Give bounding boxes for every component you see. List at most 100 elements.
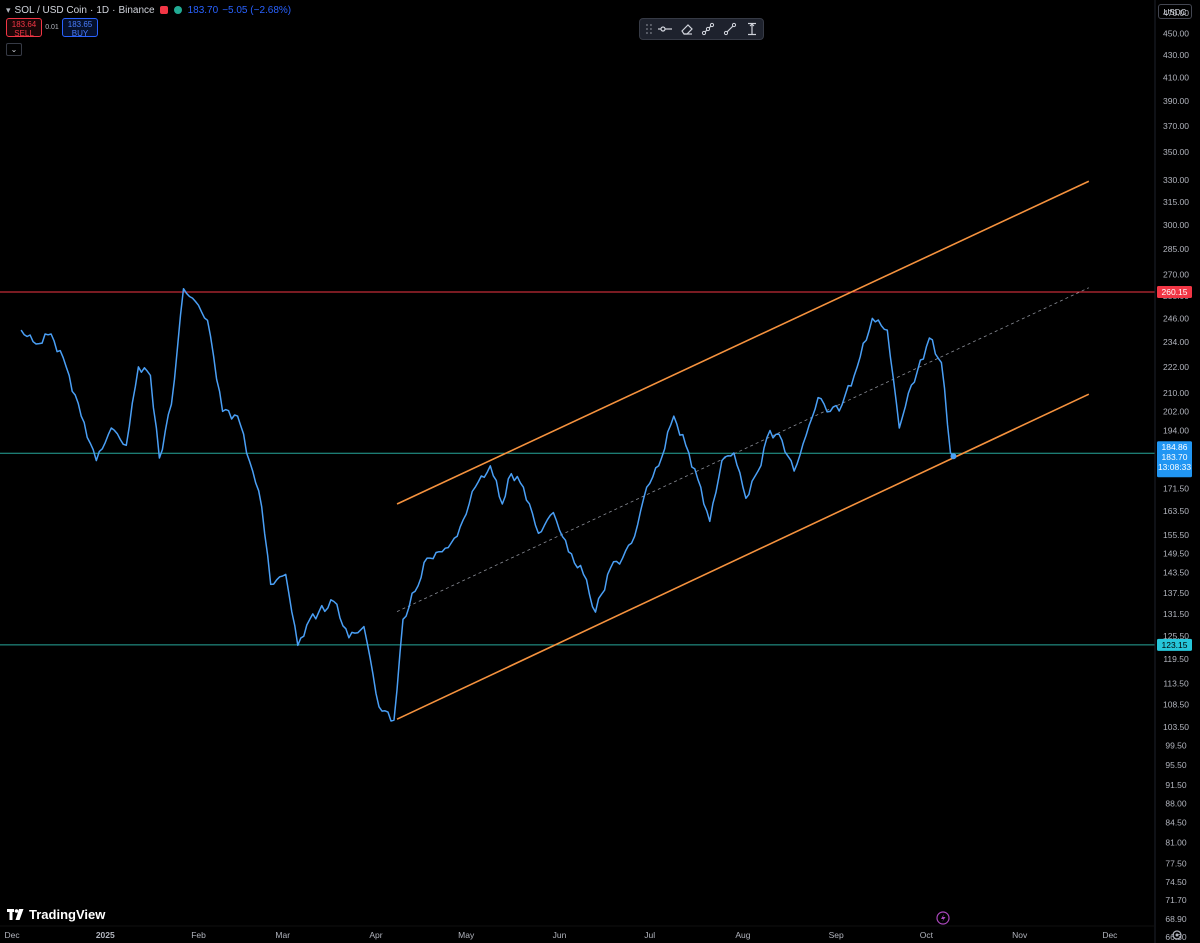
y-tick-label: 234.00 [1163, 337, 1189, 347]
price-range-tool[interactable] [741, 20, 763, 38]
settings-gear-icon[interactable] [1172, 930, 1182, 940]
y-tick-label: 137.50 [1163, 588, 1189, 598]
y-tick-label: 125.50 [1163, 631, 1189, 641]
y-tick-label: 71.70 [1165, 895, 1187, 905]
price-change: −5.05 (−2.68%) [222, 4, 292, 16]
support-price-label: 123.15 [1162, 640, 1188, 650]
y-tick-label: 74.50 [1165, 877, 1187, 887]
y-tick-label: 84.50 [1165, 818, 1187, 828]
drag-handle-icon[interactable] [644, 22, 654, 36]
y-tick-label: 270.00 [1163, 270, 1189, 280]
y-tick-label: 155.50 [1163, 530, 1189, 540]
current-price-badge[interactable] [1157, 441, 1192, 478]
symbol-name[interactable]: SOL / USD Coin [14, 4, 87, 16]
sell-price: 183.64 [11, 20, 37, 29]
y-tick-label: 194.00 [1163, 425, 1189, 435]
y-tick-label: 470.00 [1163, 8, 1189, 18]
y-tick-label: 390.00 [1163, 96, 1189, 106]
x-tick-label: Jul [644, 930, 655, 940]
price-line[interactable] [20, 287, 955, 722]
tradingview-logo[interactable]: TradingView [7, 906, 105, 922]
chevron-down-icon: ⌄ [10, 45, 18, 54]
x-tick-label: Apr [369, 930, 382, 940]
x-tick-label: Aug [735, 930, 750, 940]
symbol-exchange: Binance [118, 4, 155, 16]
extended-line-tool[interactable] [719, 20, 741, 38]
collapse-legend-button[interactable]: ⌄ [6, 43, 22, 56]
x-tick-label: May [458, 930, 475, 940]
channel-upper-line[interactable] [396, 180, 1090, 505]
horizontal-ray-icon [657, 26, 672, 32]
drawing-toolbar [639, 18, 764, 40]
y-tick-label: 131.50 [1163, 609, 1189, 619]
last-price-point [950, 453, 957, 460]
y-tick-label: 143.50 [1163, 568, 1189, 578]
price-range-icon [748, 22, 757, 36]
status-dot-icon [173, 6, 182, 14]
buy-price: 183.65 [67, 20, 93, 29]
currency-selector[interactable]: USDC [1158, 4, 1192, 19]
tradingview-logo-icon [7, 908, 24, 920]
y-tick-label: 315.00 [1163, 197, 1189, 207]
symbol-legend: ▾ SOL / USD Coin · 1D · Binance 183.70 −… [6, 4, 292, 16]
y-tick-label: 66.30 [1165, 932, 1187, 942]
y-tick-label: 77.50 [1165, 858, 1187, 868]
x-tick-label: Nov [1012, 930, 1028, 940]
y-tick-label: 171.50 [1163, 484, 1189, 494]
y-tick-label: 95.50 [1165, 760, 1187, 770]
y-tick-label: 68.90 [1165, 914, 1187, 924]
y-tick-label: 149.50 [1163, 548, 1189, 558]
resistance-price-badge[interactable] [1157, 286, 1192, 299]
legend-collapse-icon[interactable]: ▾ [6, 4, 11, 15]
x-tick-label: Feb [191, 930, 206, 940]
x-tick-label: 2025 [96, 930, 115, 940]
market-closed-icon [159, 6, 168, 14]
y-tick-label: 410.00 [1163, 72, 1189, 82]
x-tick-label: Sep [829, 930, 844, 940]
y-tick-label: 222.00 [1163, 362, 1189, 372]
replay-lightning-icon[interactable] [936, 911, 950, 925]
y-tick-label: 300.00 [1163, 220, 1189, 230]
channel-median-line [396, 287, 1089, 612]
y-tick-label: 119.50 [1163, 654, 1189, 664]
y-tick-label: 163.50 [1163, 506, 1189, 516]
spread-value: 0.01 [45, 24, 59, 31]
last-price: 183.70 [187, 4, 219, 16]
current-line-price-label: 184.86 [1162, 442, 1188, 452]
y-tick-label: 370.00 [1163, 121, 1189, 131]
y-tick-label: 246.00 [1163, 313, 1189, 323]
horizontal-ray-tool[interactable] [654, 20, 676, 38]
y-tick-label: 103.50 [1163, 722, 1189, 732]
y-tick-label: 88.00 [1165, 798, 1187, 808]
y-tick-label: 450.00 [1163, 29, 1189, 39]
y-tick-label: 81.00 [1165, 838, 1187, 848]
last-price-label: 183.70 [1162, 452, 1188, 462]
y-tick-label: 350.00 [1163, 147, 1189, 157]
y-tick-label: 91.50 [1165, 780, 1187, 790]
y-tick-label: 202.00 [1163, 406, 1189, 416]
eraser-icon [680, 24, 693, 35]
support-price-badge[interactable] [1157, 638, 1192, 651]
buy-button[interactable]: 183.65 BUY [62, 18, 98, 38]
trade-buttons: 183.64 SELL 0.01 183.65 BUY [6, 18, 98, 38]
y-tick-label: 99.50 [1165, 740, 1187, 750]
x-tick-label: Oct [920, 930, 934, 940]
y-tick-label: 430.00 [1163, 50, 1189, 60]
y-tick-label: 330.00 [1163, 175, 1189, 185]
extended-line-icon [724, 22, 737, 36]
symbol-interval[interactable]: 1D [96, 4, 110, 16]
x-tick-label: Dec [4, 930, 20, 940]
sell-label: SELL [14, 29, 34, 38]
trend-line-icon [702, 22, 715, 36]
channel-lower-line[interactable] [396, 393, 1090, 720]
y-tick-label: 210.00 [1163, 388, 1189, 398]
tradingview-wordmark: TradingView [29, 906, 106, 922]
trend-line-tool[interactable] [698, 20, 720, 38]
resistance-price-label: 260.15 [1162, 287, 1188, 297]
y-tick-label: 113.50 [1163, 678, 1189, 688]
bar-countdown-label: 13:08:33 [1158, 462, 1191, 472]
sell-button[interactable]: 183.64 SELL [6, 18, 42, 38]
buy-label: BUY [71, 29, 89, 38]
eraser-tool[interactable] [676, 20, 698, 38]
